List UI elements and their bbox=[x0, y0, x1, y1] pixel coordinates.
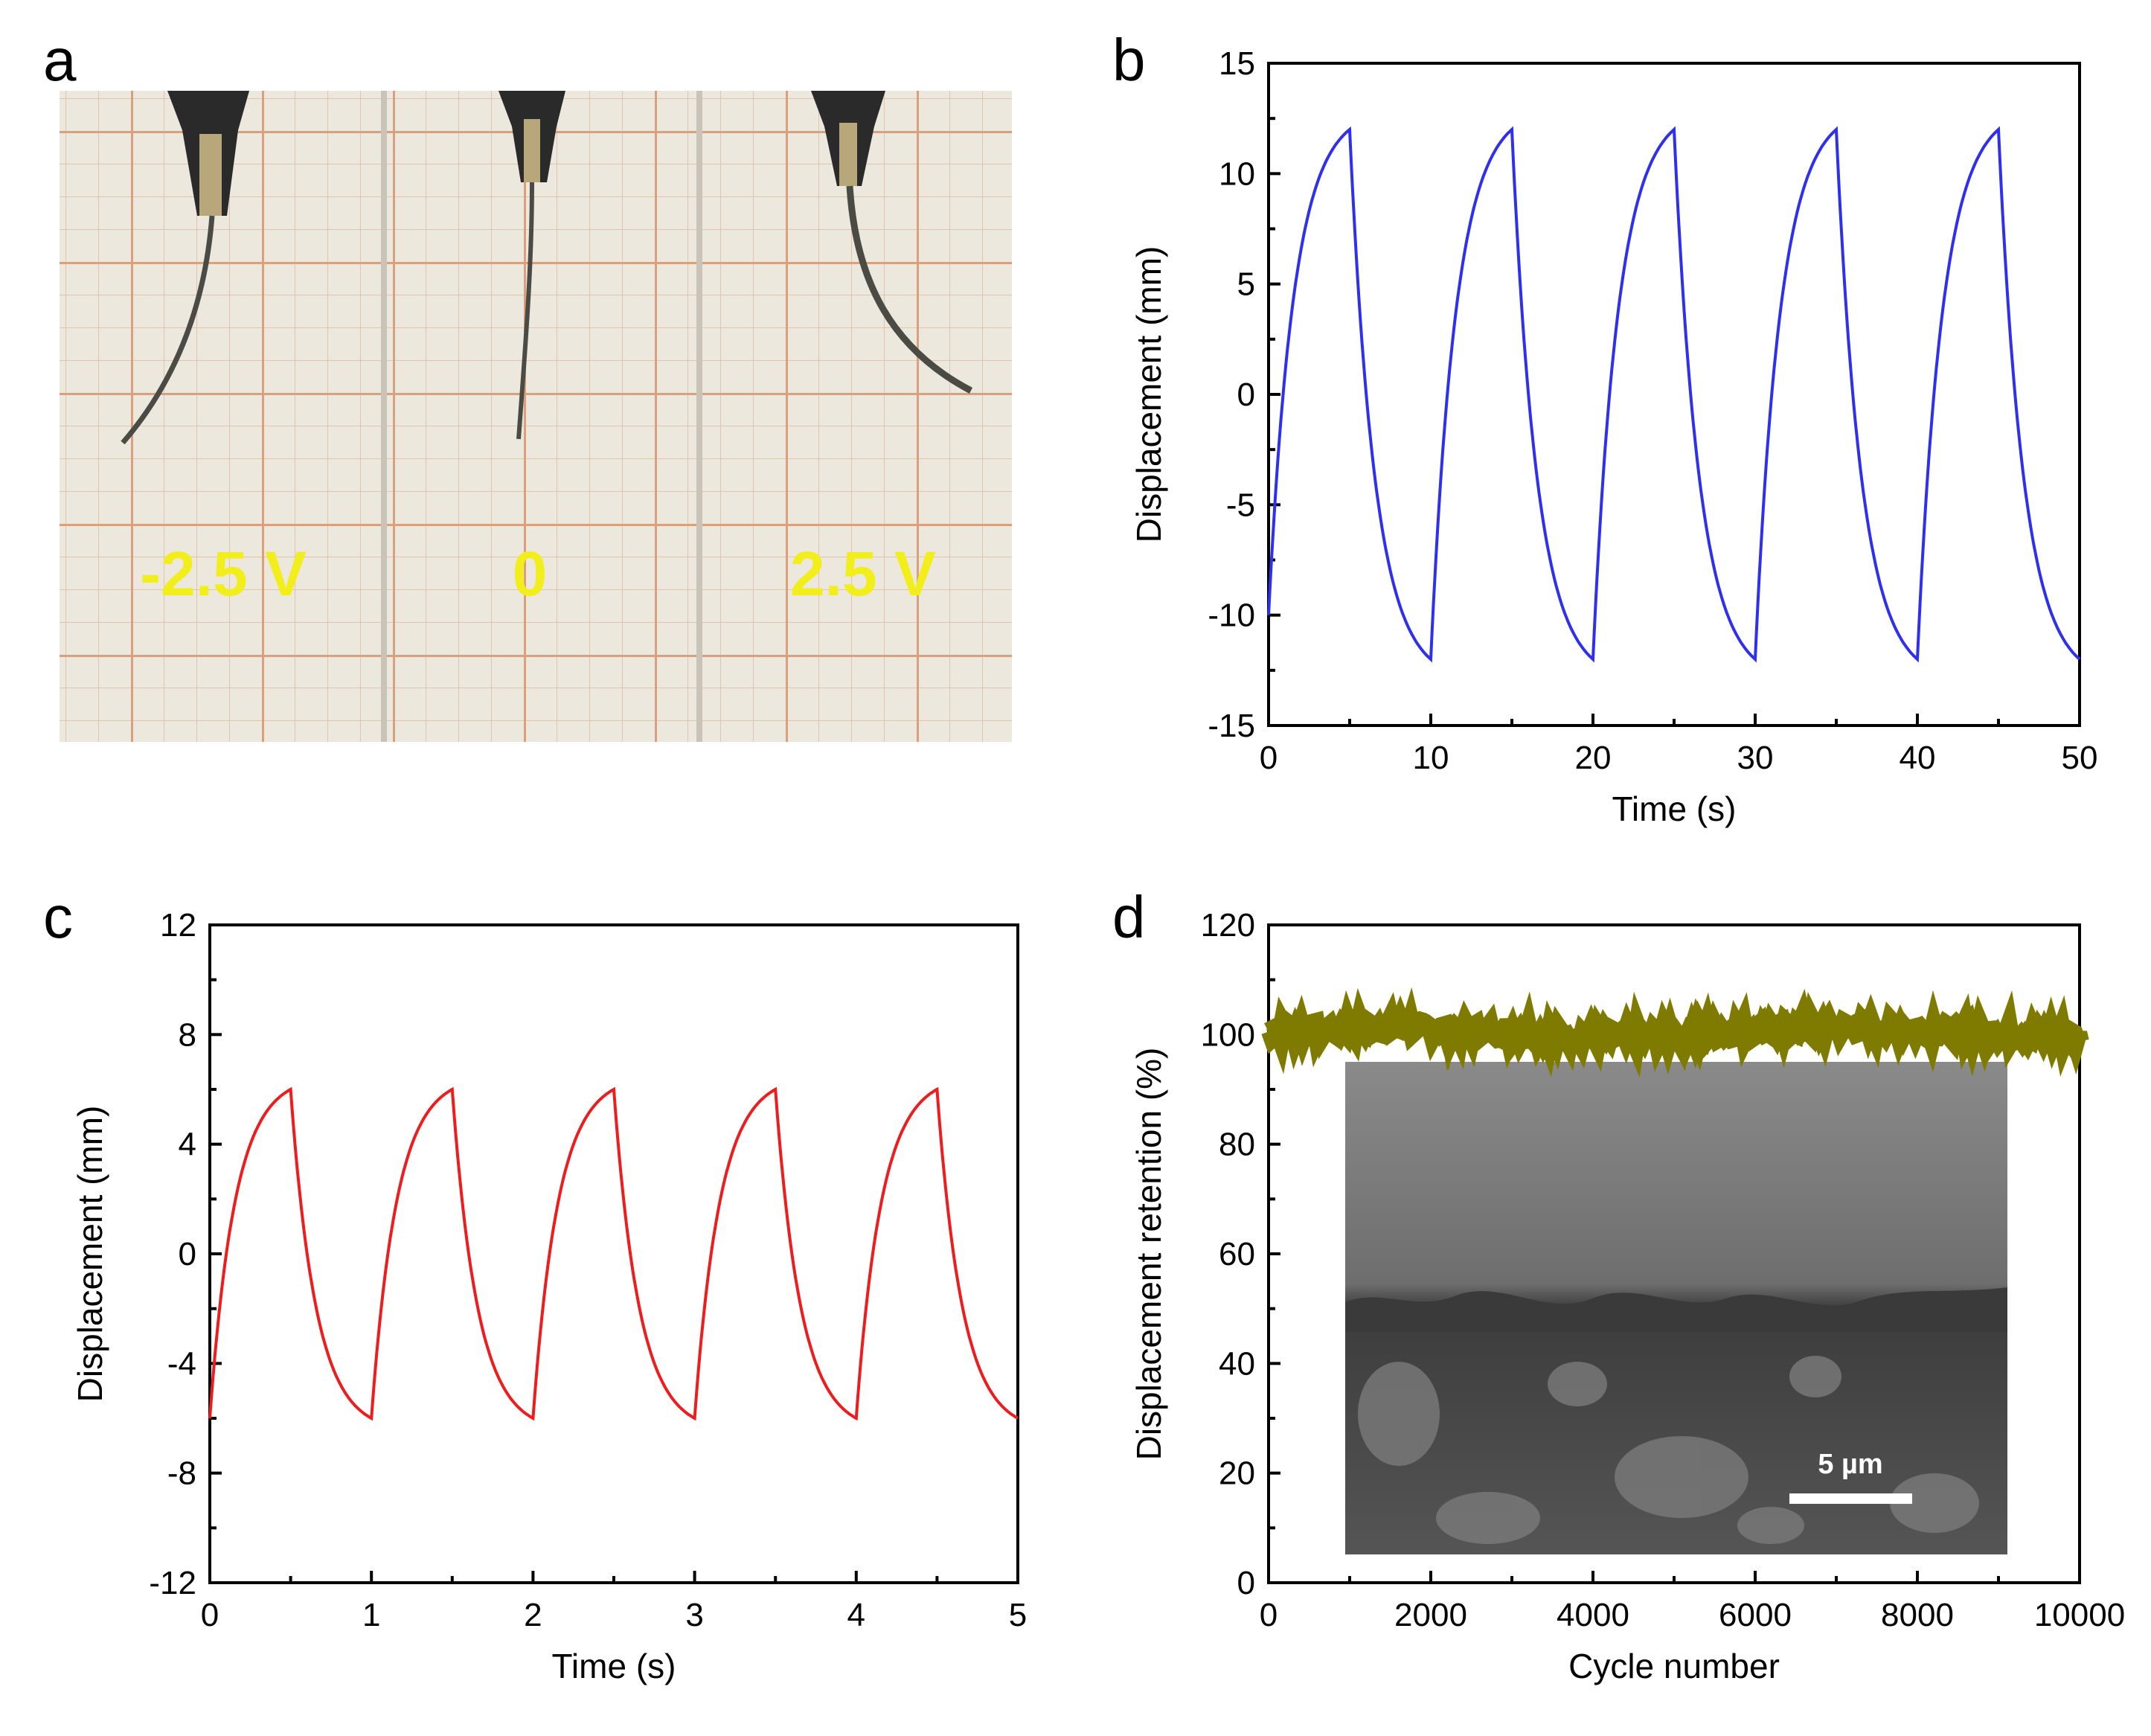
photo-section-divider bbox=[381, 91, 387, 742]
panel-letter-c: c bbox=[43, 884, 73, 950]
y-tick-label-c: -12 bbox=[149, 1565, 196, 1601]
x-tick-label-c: 2 bbox=[524, 1597, 542, 1633]
x-axis-title-c: Time (s) bbox=[552, 1647, 676, 1685]
x-tick-label-b: 40 bbox=[1900, 740, 1936, 776]
x-tick-label-c: 4 bbox=[847, 1597, 865, 1633]
y-tick-label-b: -15 bbox=[1208, 708, 1255, 744]
y-tick-label-b: 15 bbox=[1219, 45, 1255, 82]
clamp-middle bbox=[499, 91, 565, 182]
x-tick-label-d: 0 bbox=[1260, 1597, 1278, 1633]
y-tick-label-b: 0 bbox=[1237, 377, 1255, 413]
panel-letter-a: a bbox=[43, 27, 77, 93]
y-tick-label-b: -5 bbox=[1226, 487, 1255, 523]
sem-inset: 5 µm bbox=[1345, 1062, 2007, 1554]
y-tick-label-c: 4 bbox=[179, 1127, 196, 1163]
y-tick-label-c: 12 bbox=[160, 907, 196, 944]
strip-bent-left bbox=[121, 215, 215, 445]
x-tick-label-d: 2000 bbox=[1394, 1597, 1467, 1633]
plot-frame-b bbox=[1267, 62, 2081, 727]
y-tick-label-d: 120 bbox=[1201, 907, 1255, 944]
scale-bar bbox=[1789, 1493, 1912, 1504]
y-tick-label-d: 80 bbox=[1219, 1127, 1255, 1163]
y-tick-label-d: 20 bbox=[1219, 1455, 1255, 1492]
y-tick-label-c: 0 bbox=[179, 1236, 196, 1272]
y-tick-label-c: 8 bbox=[179, 1016, 196, 1053]
y-tick-label-b: -10 bbox=[1208, 598, 1255, 634]
x-tick-label-b: 50 bbox=[2062, 740, 2098, 776]
strip-straight bbox=[516, 182, 534, 440]
panel-letter-d: d bbox=[1112, 884, 1146, 950]
y-tick-label-d: 40 bbox=[1219, 1345, 1255, 1382]
y-tick-label-d: 60 bbox=[1219, 1236, 1255, 1272]
y-tick-label-c: -4 bbox=[167, 1345, 196, 1382]
y-axis-title-d: Displacement retention (%) bbox=[1129, 1048, 1168, 1461]
x-axis-title-d: Cycle number bbox=[1568, 1647, 1780, 1685]
x-tick-label-d: 4000 bbox=[1557, 1597, 1629, 1633]
series-line-b bbox=[1267, 126, 2081, 663]
photo-panel: -2.5 V 0 2.5 V bbox=[60, 91, 1012, 742]
x-tick-label-d: 8000 bbox=[1881, 1597, 1954, 1633]
chart-d: 0 2000 4000 6000 8000 10000 0 20 40 60 80 100 120 Cyc… bbox=[1129, 907, 2125, 1685]
x-tick-label-b: 20 bbox=[1575, 740, 1612, 776]
strip-bent-right bbox=[846, 185, 973, 394]
series-line-d bbox=[1261, 987, 2089, 1078]
y-tick-label-d: 100 bbox=[1201, 1016, 1255, 1053]
y-tick-label-c: -8 bbox=[167, 1455, 196, 1492]
x-tick-label-c: 0 bbox=[201, 1597, 219, 1633]
series-line-c bbox=[208, 1086, 1019, 1421]
scale-bar-label: 5 µm bbox=[1818, 1449, 1882, 1480]
chart-b: 0 10 20 30 40 50 -15 -10 -5 0 5 10 15 Time (s) Displac… bbox=[1129, 45, 2097, 828]
photo-label-positive: 2.5 V bbox=[790, 539, 936, 609]
x-tick-label-b: 10 bbox=[1413, 740, 1449, 776]
photo-section-divider bbox=[696, 91, 702, 742]
clamp-left bbox=[167, 91, 249, 216]
panel-letter-b: b bbox=[1112, 27, 1146, 93]
x-tick-label-c: 1 bbox=[362, 1597, 380, 1633]
y-axis-title-b: Displacement (mm) bbox=[1129, 246, 1168, 543]
x-axis-title-b: Time (s) bbox=[1612, 789, 1737, 828]
x-tick-label-b: 0 bbox=[1260, 740, 1278, 776]
sem-interface bbox=[1345, 1287, 2007, 1332]
y-tick-label-d: 0 bbox=[1237, 1565, 1255, 1601]
sem-particles bbox=[1358, 1356, 1979, 1544]
x-tick-label-c: 3 bbox=[685, 1597, 703, 1633]
y-axis-title-c: Displacement (mm) bbox=[71, 1106, 109, 1403]
y-tick-label-b: 10 bbox=[1219, 156, 1255, 192]
plot-frame-c bbox=[208, 923, 1019, 1584]
x-tick-label-d: 10000 bbox=[2034, 1597, 2125, 1633]
photo-label-zero: 0 bbox=[513, 539, 548, 609]
clamp-right bbox=[811, 91, 885, 186]
x-tick-label-d: 6000 bbox=[1719, 1597, 1792, 1633]
y-tick-label-b: 5 bbox=[1237, 266, 1255, 303]
x-tick-label-b: 30 bbox=[1737, 740, 1774, 776]
x-tick-label-c: 5 bbox=[1009, 1597, 1027, 1633]
photo-label-negative: -2.5 V bbox=[140, 539, 307, 609]
